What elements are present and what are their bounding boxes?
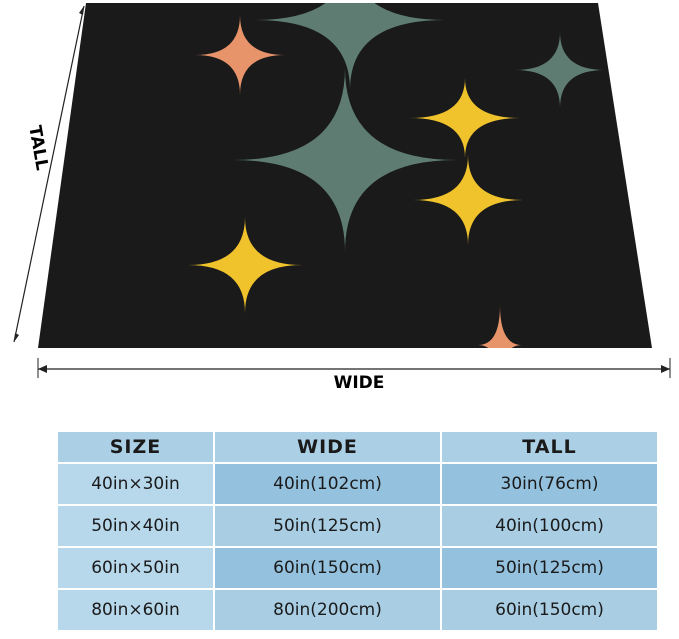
size-cell: 60in(150cm) [440,588,659,632]
size-table: SIZE WIDE TALL 40in×30in 40in(102cm) 30in(… [56,430,659,632]
size-cell: 30in(76cm) [440,462,659,506]
size-cell: 80in×60in [56,588,215,632]
header-cell: WIDE [213,430,442,464]
star [413,155,523,245]
size-row: 40in×30in 40in(102cm) 30in(76cm) [56,462,659,506]
size-cell: 40in×30in [56,462,215,506]
size-row: 60in×50in 60in(150cm) 50in(125cm) [56,546,659,590]
size-row: 80in×60in 80in(200cm) 60in(150cm) [56,588,659,632]
star-pattern [188,3,605,348]
star [478,305,522,348]
star [233,68,457,252]
size-cell: 40in(102cm) [213,462,442,506]
star [188,217,302,313]
tall-arrow [13,5,85,343]
header-row: SIZE WIDE TALL [56,430,659,464]
star [515,32,605,108]
size-cell: 40in(100cm) [440,504,659,548]
wide-label: WIDE [334,373,385,393]
header-cell: TALL [440,430,659,464]
size-cell: 50in(125cm) [440,546,659,590]
size-cell: 60in×50in [56,546,215,590]
size-row: 50in×40in 50in(125cm) 40in(100cm) [56,504,659,548]
star [255,3,445,90]
tall-label: TALL [24,124,52,172]
header-cell: SIZE [56,430,215,464]
star [195,15,285,95]
star [410,78,520,158]
size-cell: 50in×40in [56,504,215,548]
size-cell: 80in(200cm) [213,588,442,632]
size-cell: 60in(150cm) [213,546,442,590]
blanket-illustration: TALL WIDE [13,3,671,393]
size-cell: 50in(125cm) [213,504,442,548]
